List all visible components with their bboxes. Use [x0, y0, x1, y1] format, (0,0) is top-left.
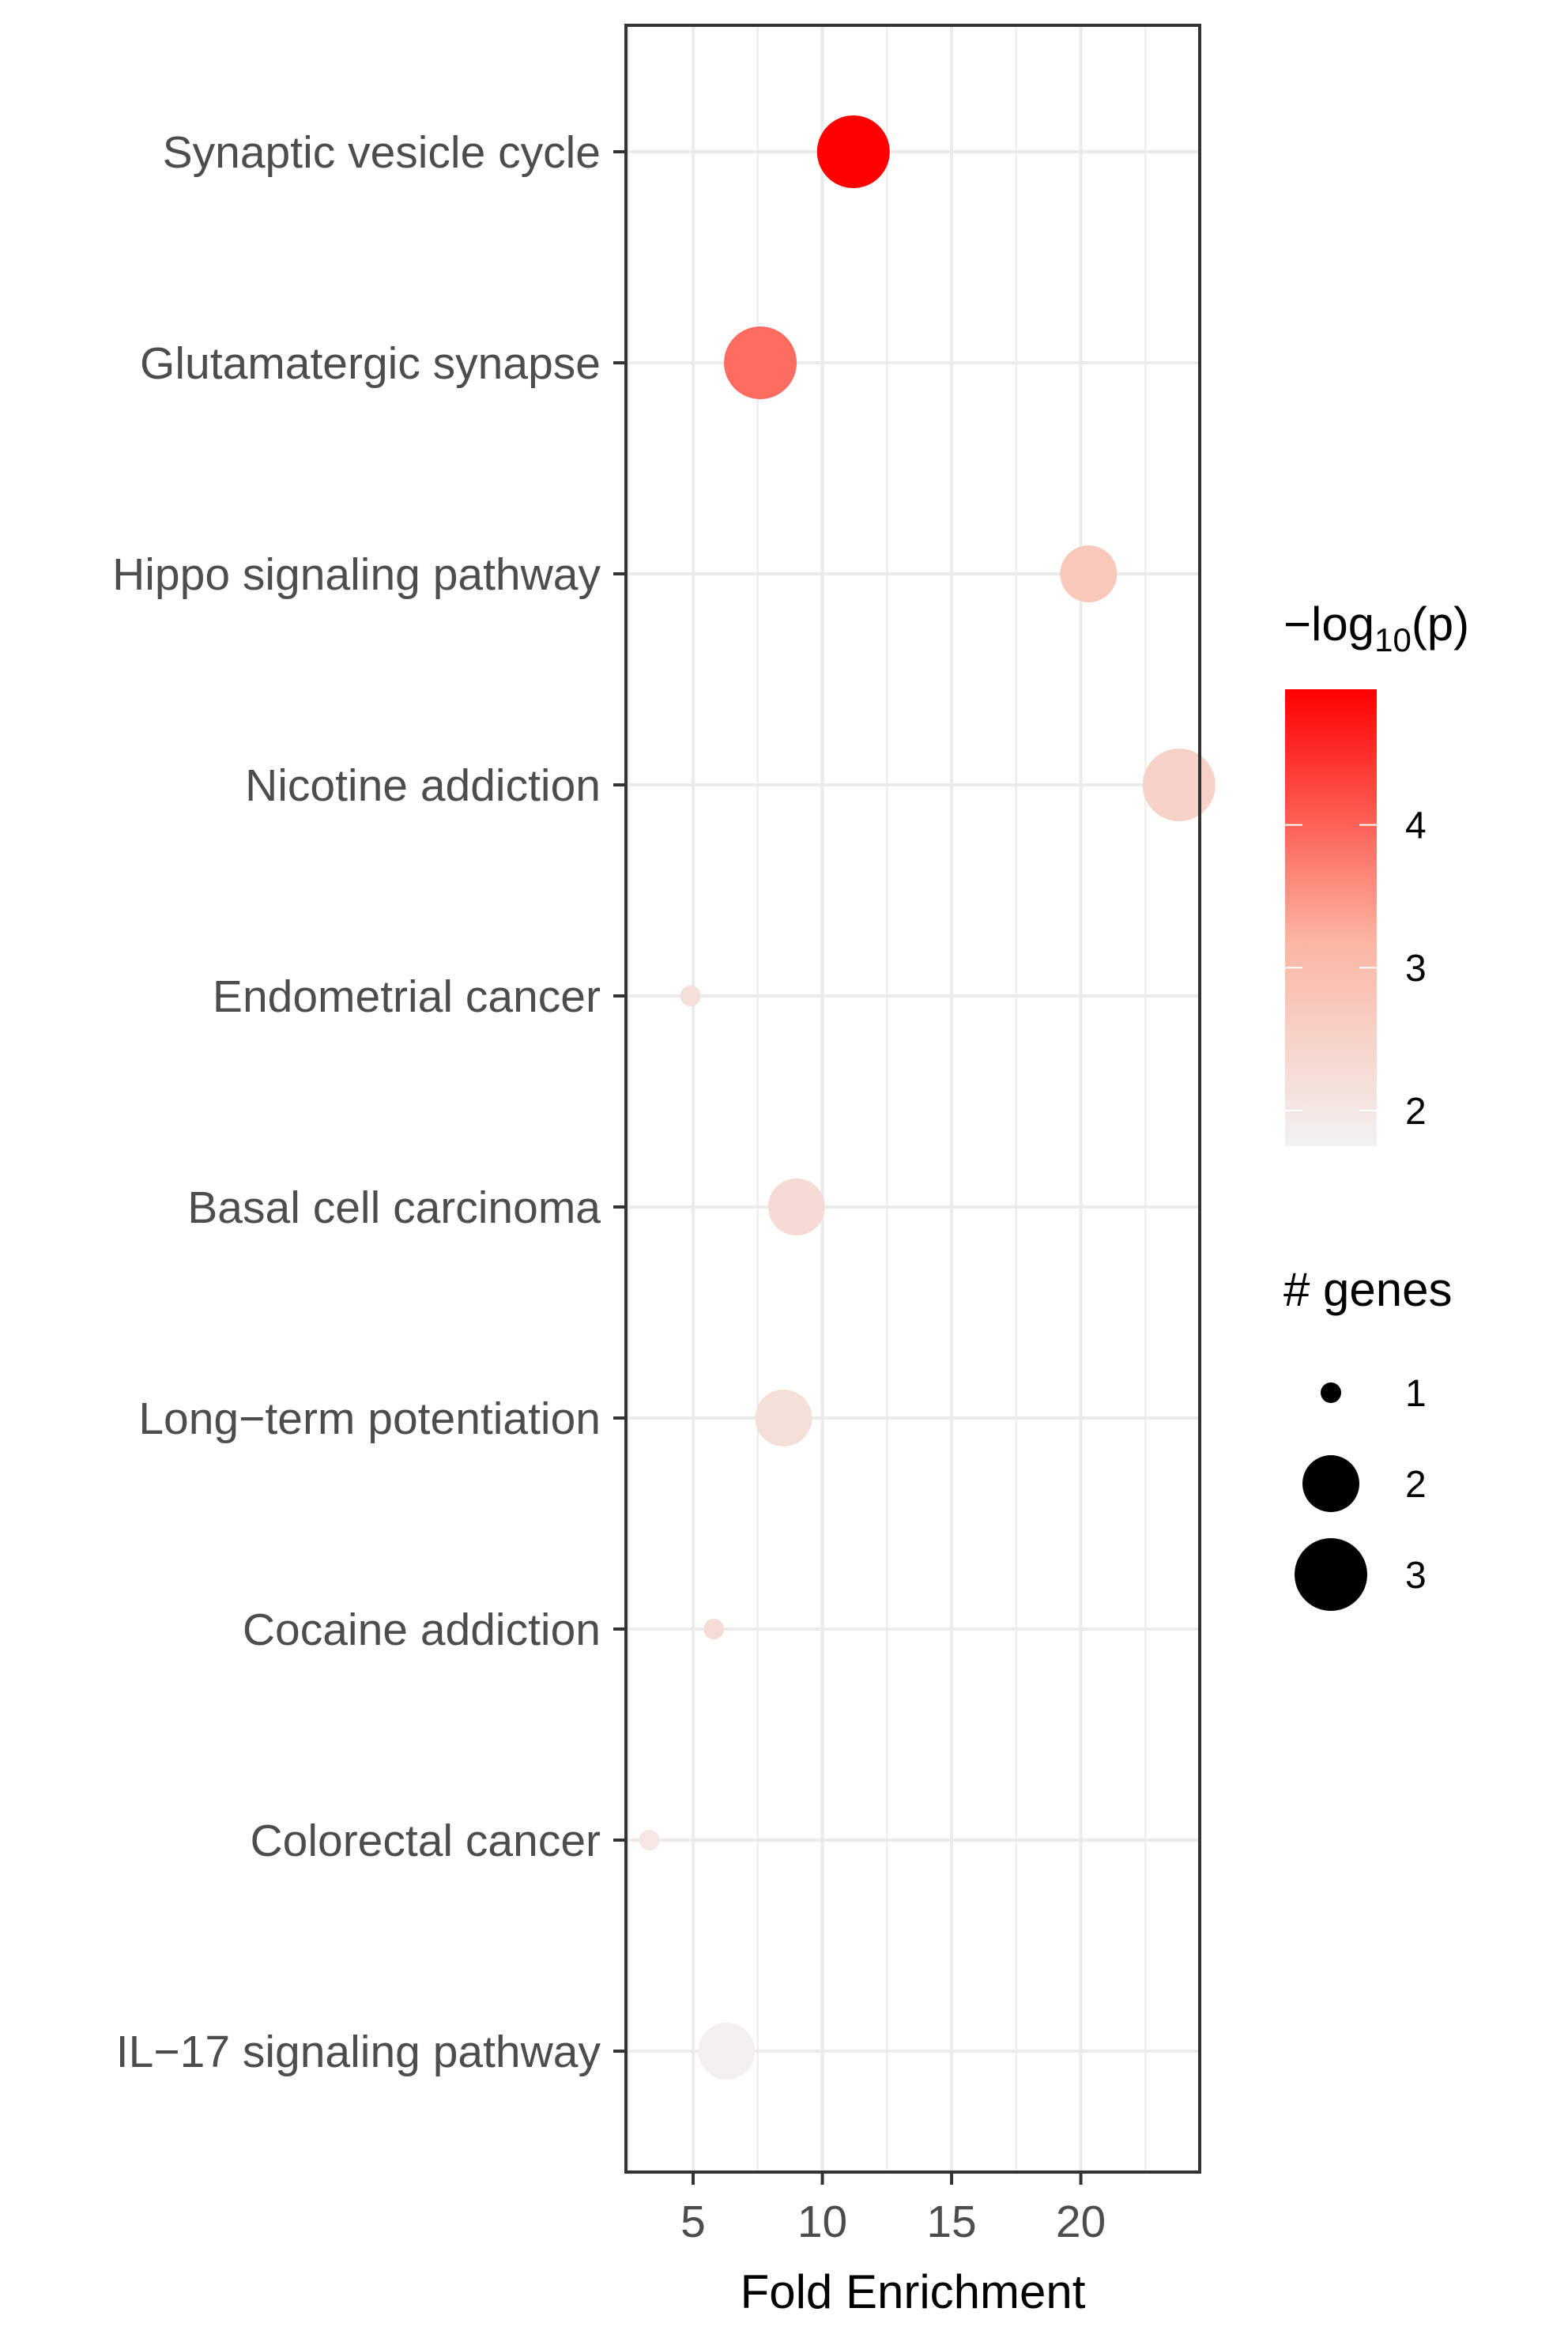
panel-border: [624, 24, 1201, 2174]
size-key-label: 3: [1405, 1555, 1427, 1597]
panel-background: [626, 25, 1200, 2172]
x-tick-label: 5: [680, 2197, 706, 2247]
colorbar-ticks: 2 3 4: [1285, 805, 1427, 1133]
point-cocaine-addiction: [703, 1619, 725, 1639]
size-key-label: 1: [1405, 1373, 1427, 1415]
y-tick-label: Basal cell carcinoma: [187, 1182, 601, 1233]
point-glutamatergic-synapse: [724, 326, 797, 399]
point-synaptic-vesicle-cycle: [816, 115, 890, 188]
y-tick-label: Cocaine addiction: [243, 1605, 601, 1655]
colorbar-tick-label: 2: [1405, 1091, 1427, 1133]
x-tick-label: 20: [1056, 2197, 1106, 2247]
data-points: [639, 115, 1216, 2080]
color-legend-title-suffix: (p): [1412, 598, 1469, 651]
point-endometrial-cancer: [680, 986, 701, 1006]
size-legend-keys: 1 2 3: [1295, 1373, 1427, 1611]
y-tick-label: IL−17 signaling pathway: [116, 2027, 601, 2077]
y-tick-label: Hippo signaling pathway: [112, 549, 601, 600]
x-tick-label: 10: [797, 2197, 847, 2247]
colorbar-tick-label: 4: [1405, 805, 1427, 847]
size-legend: # genes 1 2 3: [1283, 1263, 1453, 1611]
size-legend-title: # genes: [1283, 1263, 1453, 1316]
y-tick-label: Endometrial cancer: [213, 971, 601, 1022]
x-axis-title: Fold Enrichment: [741, 2265, 1086, 2318]
color-legend-title: −log10(p): [1283, 598, 1469, 658]
color-legend-title-subscript: 10: [1374, 621, 1412, 658]
x-axis: 5 10 15 20: [680, 2172, 1106, 2247]
y-tick-label: Nicotine addiction: [245, 760, 601, 811]
x-tick-label: 15: [926, 2197, 976, 2247]
point-colorectal-cancer: [639, 1830, 660, 1850]
colorbar-tick-label: 3: [1405, 948, 1427, 990]
y-axis: Synaptic vesicle cycle Glutamatergic syna…: [112, 127, 626, 2077]
point-hippo-signaling-pathway: [1060, 545, 1118, 602]
point-long-term-potentiation: [755, 1390, 812, 1446]
colorbar: [1285, 689, 1377, 1146]
point-il-17-signaling-pathway: [698, 2023, 756, 2080]
y-tick-label: Glutamatergic synapse: [140, 338, 601, 389]
y-tick-label: Synaptic vesicle cycle: [163, 127, 601, 178]
color-legend: −log10(p) 2 3 4: [1283, 598, 1469, 1146]
point-nicotine-addiction: [1142, 749, 1216, 821]
y-tick-label: Colorectal cancer: [250, 1816, 601, 1866]
point-basal-cell-carcinoma: [767, 1179, 825, 1235]
color-legend-title-prefix: −log: [1283, 598, 1374, 651]
size-key-3: [1295, 1538, 1367, 1611]
plot-panel: [624, 24, 1216, 2174]
size-key-1: [1321, 1382, 1341, 1403]
y-tick-label: Long−term potentiation: [138, 1394, 601, 1444]
size-key-label: 2: [1405, 1464, 1427, 1506]
major-gridlines: [626, 25, 1200, 2172]
size-key-2: [1302, 1455, 1359, 1512]
